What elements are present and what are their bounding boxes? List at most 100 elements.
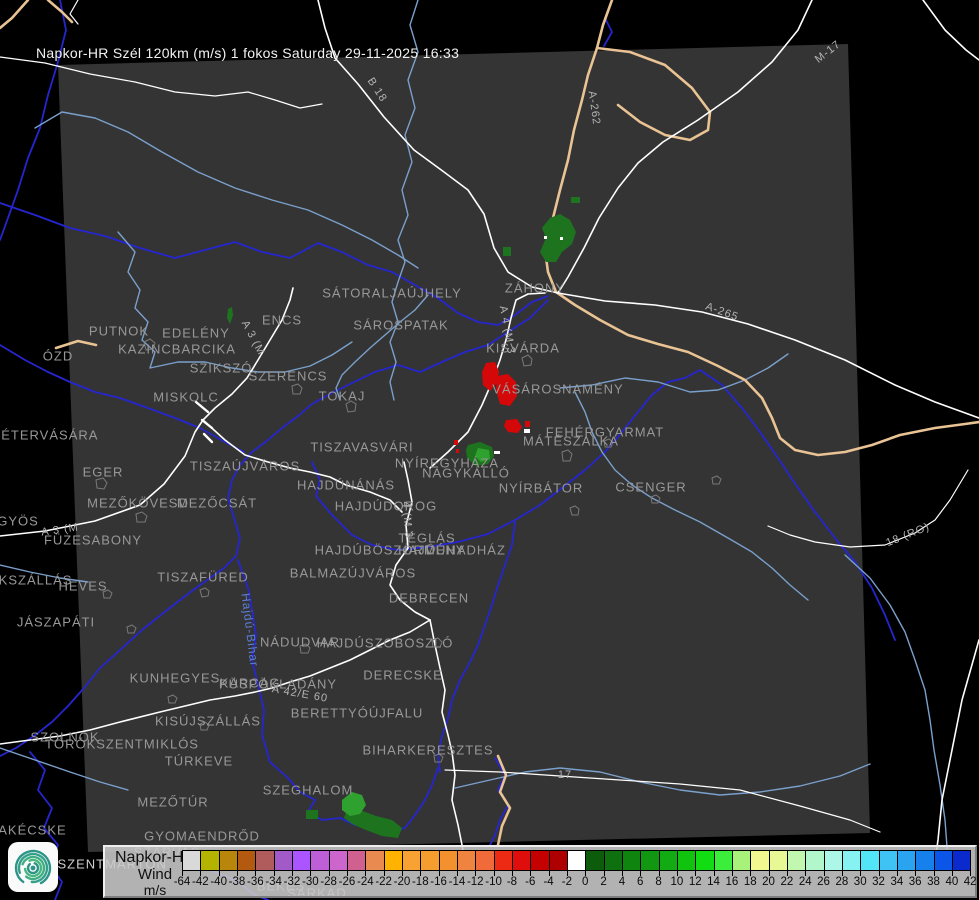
- city-label: EDELÉNY: [162, 325, 230, 341]
- legend-color-box: [841, 850, 862, 871]
- legend-color-box: [493, 850, 513, 871]
- legend-color-box: [713, 850, 733, 871]
- legend-color-box: [328, 850, 348, 871]
- legend-tick-label: 6: [637, 876, 644, 888]
- city-label: HAJDÚBÖSZÖRMÉNY: [314, 542, 466, 558]
- city-label: BERETTYÓÚJFALU: [290, 705, 424, 721]
- city-label: MÁTÉSZALKA: [523, 433, 619, 449]
- legend-tick-label: 38: [927, 876, 940, 888]
- city-label: ENCS: [261, 312, 303, 328]
- legend-tick-label: 30: [853, 876, 867, 888]
- legend-color-box: [676, 850, 697, 871]
- legend-tick-label: -10: [485, 876, 502, 888]
- legend-tick-label: 26: [817, 876, 830, 888]
- city-label: PÉTERVÁSÁRA: [0, 427, 99, 443]
- city-label: PUTNOK: [88, 323, 150, 339]
- legend-color-box: [255, 850, 275, 871]
- legend-tick: [200, 871, 202, 876]
- legend-tick: [750, 871, 752, 876]
- legend-tick: [933, 871, 935, 876]
- city-label: TÉGLÁS: [398, 530, 456, 546]
- legend-tick-label: -30: [301, 876, 319, 888]
- city-label: SZEGHALOM: [262, 782, 354, 798]
- city-label: SÁROSPATAK: [353, 317, 449, 333]
- spiral-icon: [14, 849, 52, 887]
- legend-color-box: [383, 850, 403, 871]
- weather-service-logo: [8, 842, 58, 892]
- city-label: NYÍRBÁTOR: [498, 480, 584, 496]
- city-label: DEBRECEN: [388, 590, 470, 606]
- legend-color-box: [933, 850, 953, 871]
- legend-tick-label: -40: [210, 876, 227, 888]
- legend-tick-label: -12: [466, 876, 484, 888]
- legend-tick-label: -26: [338, 876, 356, 888]
- legend-color-box: [236, 850, 257, 871]
- legend-color-box: [823, 850, 843, 871]
- city-label: TOKAJ: [318, 388, 366, 404]
- legend-color-box: [530, 850, 550, 871]
- legend-tick-label: -8: [506, 876, 518, 888]
- road-label: M-17: [812, 38, 844, 66]
- city-label: JÁSZAPÁTI: [16, 614, 96, 630]
- radar-fov-area: [58, 44, 870, 852]
- legend-tick: [841, 871, 843, 876]
- city-label: MISKOLC: [153, 389, 219, 405]
- legend-color-box: [475, 850, 495, 871]
- road-label: B 18: [364, 75, 390, 105]
- radar-echoes: [227, 197, 580, 838]
- legend-tick-label: 34: [890, 876, 904, 888]
- city-label: FÜZESABONY: [43, 532, 143, 548]
- city-label: KAZINCBARCIKA: [118, 341, 236, 357]
- city-label: ZÁHONY: [504, 280, 566, 296]
- legend-tick: [731, 871, 733, 876]
- city-label: TISZAVASVÁRI: [310, 439, 414, 455]
- legend-color-box: [566, 850, 587, 871]
- legend-tick: [896, 871, 898, 876]
- legend-tick-label: -20: [393, 876, 411, 888]
- legend-tick: [218, 871, 220, 876]
- legend-color-box: [346, 850, 367, 871]
- county-label: Hajdú-Bihar: [238, 592, 262, 668]
- legend-tick: [548, 871, 550, 876]
- legend-color-box: [401, 850, 422, 871]
- legend-tick: [585, 871, 587, 876]
- legend-tick: [310, 871, 312, 876]
- legend-tick: [291, 871, 293, 876]
- legend-tick-label: -28: [320, 876, 337, 888]
- legend-tick: [511, 871, 513, 876]
- legend-tick: [823, 871, 825, 876]
- legend-tick: [603, 871, 605, 876]
- city-label: VÁSÁROSNAMÉNY: [492, 381, 624, 397]
- legend-tick-label: -14: [448, 876, 466, 888]
- city-label: BIHARKERESZTES: [362, 742, 494, 758]
- village-outlines: [95, 338, 722, 763]
- legend-color-box: [860, 850, 880, 871]
- legend-color-box: [896, 850, 917, 871]
- legend-color-box: [768, 850, 788, 871]
- legend-tick-label: -18: [411, 876, 429, 888]
- city-label: CSENGER: [615, 479, 687, 495]
- legend-tick: [768, 871, 770, 876]
- legend-color-box: [603, 850, 623, 871]
- legend-tick: [713, 871, 715, 876]
- legend-unit: m/s: [143, 882, 167, 899]
- legend-tick-label: 40: [945, 876, 959, 888]
- city-label: ZAKÉCSKE: [0, 822, 67, 838]
- legend-color-box: [310, 850, 330, 871]
- legend-tick-label: -36: [247, 876, 264, 888]
- legend-color-box: [218, 850, 238, 871]
- legend-tick: [695, 871, 697, 876]
- legend-color-box: [548, 850, 568, 871]
- legend-tick-label: 24: [798, 876, 812, 888]
- legend-color-box: [915, 850, 935, 871]
- legend-color-box: [182, 850, 202, 871]
- legend-color-box: [786, 850, 807, 871]
- legend-color-box: [658, 850, 678, 871]
- legend-tick-label: -34: [265, 876, 282, 888]
- city-label: ÓZD: [42, 348, 74, 364]
- legend-color-box: [750, 850, 770, 871]
- legend-tick: [438, 871, 440, 876]
- legend-tick: [566, 871, 568, 876]
